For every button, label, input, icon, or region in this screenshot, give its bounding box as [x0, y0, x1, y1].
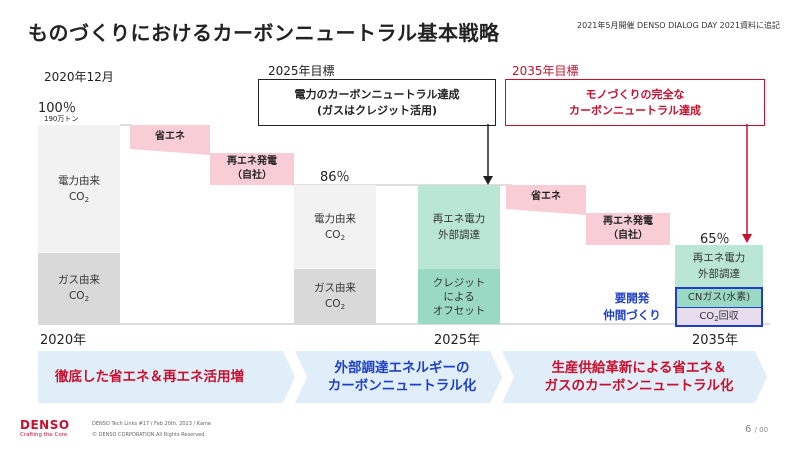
goal-2025-line1: 電力のカーボンニュートラル達成 — [294, 87, 460, 101]
bar-label-co2: CO2 — [68, 290, 90, 303]
goal-2035-box: モノづくりの完全な カーボンニュートラル達成 — [505, 79, 765, 126]
bar-label-co2: CO2 — [324, 298, 346, 311]
arrow-2035-head — [742, 234, 752, 243]
x-label-2025: 2025年 — [434, 333, 481, 348]
bar-label: ガス由来 — [58, 274, 100, 286]
step-energy-saving-2: 省エネ — [506, 185, 586, 209]
page-title: ものづくりにおけるカーボンニュートラル基本戦略 — [28, 21, 500, 45]
band-1-shape — [38, 351, 295, 403]
bar-label: による — [443, 290, 475, 303]
step-renewable-2: 再エネ発電 （自社） — [586, 213, 670, 245]
goal-2025-box: 電力のカーボンニュートラル達成 (ガスはクレジット活用) — [258, 79, 496, 126]
goal-2035-line1: モノづくりの完全な — [585, 87, 685, 101]
band-2-shape — [295, 351, 502, 403]
page-number: 6 / 00 — [745, 424, 769, 435]
band-3-shape — [502, 351, 767, 403]
step-energy-saving-1: 省エネ — [130, 125, 210, 149]
arrow-2025-head — [483, 176, 493, 185]
label-100-percent: 100％ — [38, 101, 76, 116]
bar-label: 電力由来 — [58, 174, 100, 187]
label-2035-goal: 2035年目標 — [512, 64, 579, 78]
label-2025-goal: 2025年目標 — [268, 64, 335, 78]
bar-label: オフセット — [432, 304, 486, 317]
bar-label: 再エネ電力 — [432, 213, 486, 225]
goal-2035-line2: カーボンニュートラル達成 — [569, 103, 701, 117]
bar-label: 外部調達 — [438, 229, 480, 241]
strategy-band-3: 生産供給革新による省エネ＆ ガスのカーボンニュートラル化 — [544, 360, 734, 394]
bar-label-co2: CO2 — [324, 228, 346, 242]
bar-label: 再エネ電力 — [692, 252, 746, 264]
bar-label: 電力由来 — [314, 212, 356, 225]
step-renewable-1: 再エネ発電 （自社） — [210, 153, 294, 185]
footer-copyright: © DENSO CORPORATION All Rights Reserved. — [92, 432, 206, 438]
footer-meta: DENSO Tech Links #17 / Feb 20th, 2023 / … — [92, 421, 211, 427]
denso-tagline: Crafting the Core — [20, 432, 68, 438]
strategy-band-2: 外部調達エネルギーの カーボンニュートラル化 — [327, 360, 477, 394]
bar-86-gas: ガス由来 CO2 — [294, 269, 376, 324]
bar-label: ガス由来 — [314, 282, 356, 294]
bar-2025-credit: クレジット による オフセット — [418, 269, 500, 324]
goal-2025-line2: (ガスはクレジット活用) — [316, 103, 438, 117]
step-1-pointer — [130, 149, 210, 155]
bar-label: 外部調達 — [698, 268, 740, 280]
label-86-percent: 86％ — [320, 170, 350, 185]
bar-2020-gas: ガス由来 CO2 — [38, 253, 120, 324]
label-date-2020: 2020年12月 — [44, 70, 114, 84]
source-note: 2021年5月開催 DENSO DIALOG DAY 2021資料に追記 — [577, 21, 780, 30]
bar-2020-electric: 電力由来 CO2 — [38, 125, 120, 253]
bar-2025-external: 再エネ電力 外部調達 — [418, 185, 500, 269]
bar-2035-highlight: CNガス(水素) CO2回収 — [675, 287, 763, 327]
step-3-pointer — [506, 209, 586, 215]
pointer-shape — [130, 149, 210, 155]
x-label-2020: 2020年 — [40, 333, 87, 348]
x-label-2035: 2035年 — [692, 333, 739, 348]
strategy-band-1: 徹底した省エネ＆再エネ活用増 — [55, 369, 244, 385]
needs-development-label: 要開発 仲間づくり — [603, 291, 661, 322]
bar-86-electric: 電力由来 CO2 — [294, 185, 376, 269]
bar-2035-external: 再エネ電力 外部調達 — [675, 245, 763, 287]
bar-2035-cn-gas: CNガス(水素) — [677, 289, 761, 307]
bar-label: クレジット — [432, 276, 486, 289]
bar-label-co2: CO2 — [68, 190, 90, 204]
pointer-shape — [506, 209, 586, 215]
denso-logo: DENSO — [20, 418, 70, 432]
label-base-amount: 190万トン — [44, 115, 79, 123]
label-65-percent: 65％ — [700, 232, 730, 247]
bar-2035-co2-recovery: CO2回収 — [677, 307, 761, 325]
